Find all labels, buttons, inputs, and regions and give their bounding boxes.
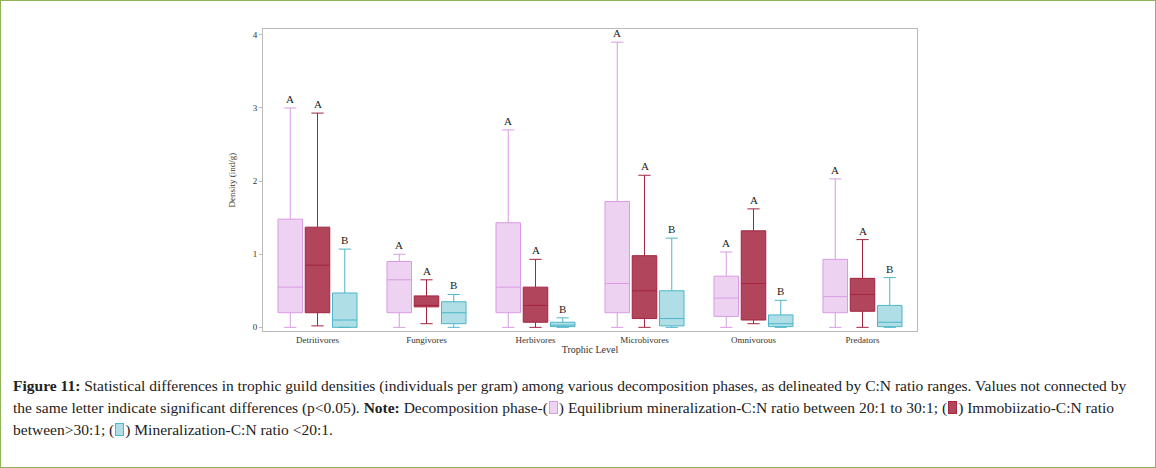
svg-text:Omnivorous: Omnivorous (731, 335, 776, 345)
svg-text:A: A (750, 194, 758, 206)
svg-text:A: A (423, 265, 431, 277)
svg-text:B: B (559, 303, 566, 315)
svg-text:A: A (722, 237, 730, 249)
svg-text:A: A (395, 239, 403, 251)
svg-text:B: B (886, 263, 893, 275)
svg-text:A: A (831, 164, 839, 176)
html-text:) Mineralization-C:N ratio <20: ) Mineralization-C:N ratio <20:1. (125, 421, 333, 438)
html-text:) Immobiizatio-C:N ratio betwe: ) Immobiizatio-C:N ratio between>30:1; ( (13, 399, 1114, 438)
svg-text:1: 1 (253, 249, 258, 259)
svg-text:A: A (613, 27, 621, 39)
svg-text:B: B (668, 223, 675, 235)
svg-text:B: B (777, 285, 784, 297)
svg-text:Predators: Predators (846, 335, 880, 345)
svg-text:A: A (859, 225, 867, 237)
svg-text:A: A (532, 244, 540, 256)
svg-text:A: A (314, 98, 322, 110)
html-text:) Equilibrium mineralization-C: ) Equilibrium mineralization-C:N ratio b… (558, 399, 948, 416)
svg-text:Trophic Level: Trophic Level (562, 344, 619, 355)
svg-text:A: A (504, 115, 512, 127)
svg-text:2: 2 (253, 176, 258, 186)
svg-text:Herbivores: Herbivores (516, 335, 556, 345)
svg-text:4: 4 (253, 30, 258, 40)
svg-text:3: 3 (253, 103, 258, 113)
svg-text:A: A (641, 160, 649, 172)
svg-text:Microbivores: Microbivores (620, 335, 669, 345)
svg-text:Density (ind/g): Density (ind/g) (227, 153, 237, 208)
svg-text:A: A (286, 93, 294, 105)
svg-text:Detritivores: Detritivores (296, 335, 339, 345)
svg-text:Fungivores: Fungivores (406, 335, 447, 345)
svg-text:B: B (341, 234, 348, 246)
html-text:Figure 11: Statistical differe: Figure 11: Statistical differences in tr… (13, 377, 1127, 416)
svg-text:0: 0 (253, 322, 258, 332)
svg-text:B: B (450, 279, 457, 291)
